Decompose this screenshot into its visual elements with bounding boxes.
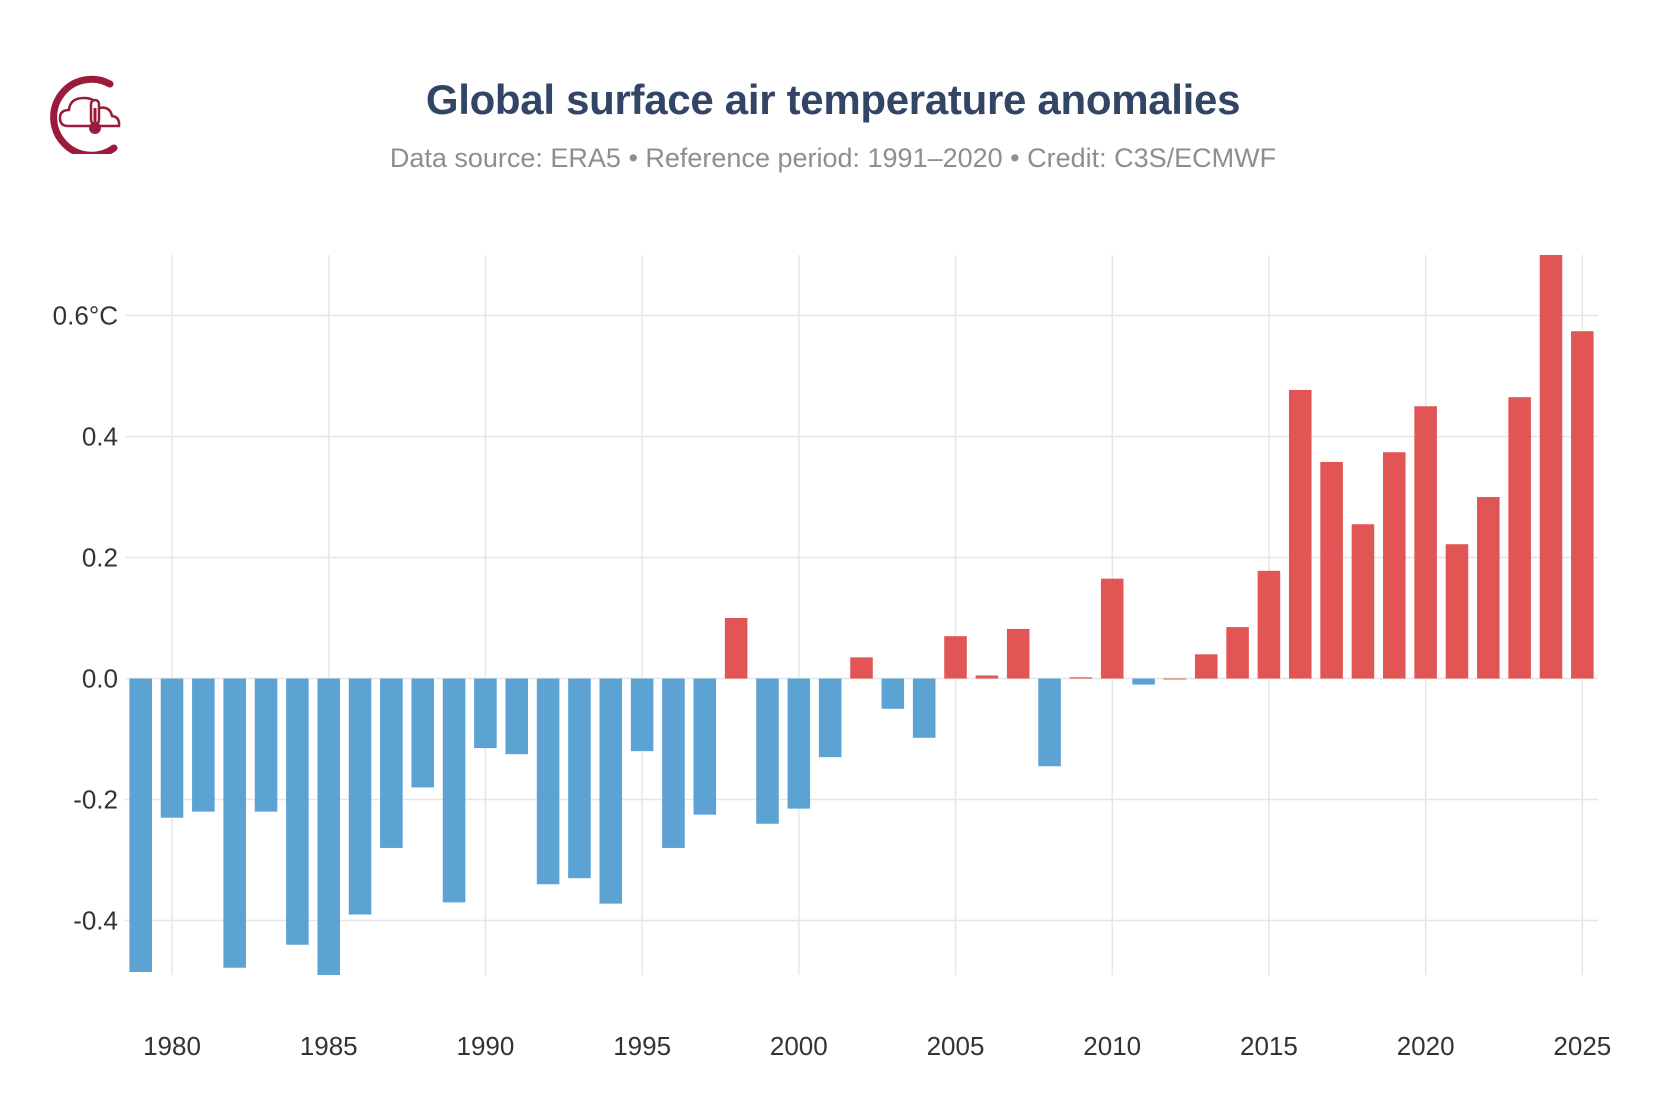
bar-2010 — [1100, 578, 1124, 679]
bar-1997 — [693, 678, 717, 815]
bar-2018 — [1351, 524, 1375, 679]
bar-1998 — [724, 618, 748, 679]
bar-1996 — [662, 678, 685, 848]
bar-2020 — [1414, 406, 1437, 679]
bar-1985 — [317, 678, 340, 975]
chart-subtitle: Data source: ERA5 • Reference period: 19… — [389, 143, 1277, 173]
bar-2022 — [1477, 497, 1500, 679]
x-tick-label: 1985 — [300, 1031, 358, 1061]
bar-1995 — [630, 678, 654, 752]
bar-2023 — [1508, 397, 1531, 679]
bar-1994 — [599, 678, 623, 904]
bar-2004 — [912, 678, 936, 738]
y-tick-label: 0.4 — [82, 422, 118, 452]
bar-2006 — [975, 675, 999, 679]
y-tick-label: 0.6°C — [53, 301, 118, 331]
bar-2007 — [1006, 628, 1030, 679]
chart-title: Global surface air temperature anomalies — [425, 76, 1241, 123]
bar-2016 — [1288, 389, 1312, 679]
x-tick-label: 2005 — [927, 1031, 985, 1061]
bar-1986 — [348, 678, 372, 915]
bar-1990 — [474, 678, 497, 749]
bar-2009 — [1069, 677, 1093, 679]
bar-1983 — [254, 678, 278, 812]
y-axis-tick-labels: -0.4 -0.2 0.0 0.2 0.4 0.6°C — [53, 301, 118, 936]
x-tick-label: 2000 — [770, 1031, 828, 1061]
bar-1993 — [568, 678, 591, 879]
bar-1980 — [160, 678, 184, 818]
x-tick-label: 1990 — [456, 1031, 514, 1061]
bar-1987 — [380, 678, 403, 848]
bar-2012 — [1163, 678, 1187, 680]
bar-2001 — [818, 678, 842, 758]
bar-1992 — [536, 678, 560, 885]
bar-2015 — [1257, 570, 1281, 679]
bar-2025 — [1571, 331, 1594, 679]
bar-2005 — [944, 636, 967, 679]
bar-2021 — [1445, 544, 1469, 679]
bar-1981 — [192, 678, 215, 812]
bar-2002 — [850, 657, 873, 679]
bar-1989 — [442, 678, 466, 903]
bar-2003 — [881, 678, 905, 709]
gridlines — [125, 255, 1598, 975]
y-tick-label: -0.4 — [73, 906, 118, 936]
bar-1982 — [223, 678, 246, 968]
bar-1991 — [505, 678, 529, 755]
bar-2013 — [1194, 654, 1218, 679]
bar-1979 — [129, 678, 152, 972]
chart-header: Global surface air temperature anomalies… — [0, 70, 1666, 176]
y-tick-label: 0.2 — [82, 543, 118, 573]
bar-1999 — [756, 678, 779, 824]
x-axis-tick-labels: 1980 1985 1990 1995 2000 2005 2010 2015 2020 2025 — [143, 1031, 1611, 1061]
bar-1988 — [411, 678, 435, 788]
bar-2008 — [1038, 678, 1061, 767]
x-tick-label: 1980 — [143, 1031, 201, 1061]
y-tick-label: -0.2 — [73, 785, 118, 815]
y-tick-label: 0.0 — [82, 664, 118, 694]
bar-2011 — [1132, 678, 1155, 685]
bar-1984 — [286, 678, 309, 945]
x-tick-label: 1995 — [613, 1031, 671, 1061]
bar-2017 — [1320, 461, 1343, 679]
x-tick-label: 2020 — [1397, 1031, 1455, 1061]
bars — [129, 255, 1594, 975]
bar-2024 — [1539, 255, 1563, 679]
bar-2019 — [1383, 452, 1406, 679]
x-tick-label: 2025 — [1553, 1031, 1611, 1061]
x-tick-label: 2010 — [1083, 1031, 1141, 1061]
x-tick-label: 2015 — [1240, 1031, 1298, 1061]
bar-2000 — [787, 678, 811, 809]
bar-2014 — [1226, 627, 1249, 679]
